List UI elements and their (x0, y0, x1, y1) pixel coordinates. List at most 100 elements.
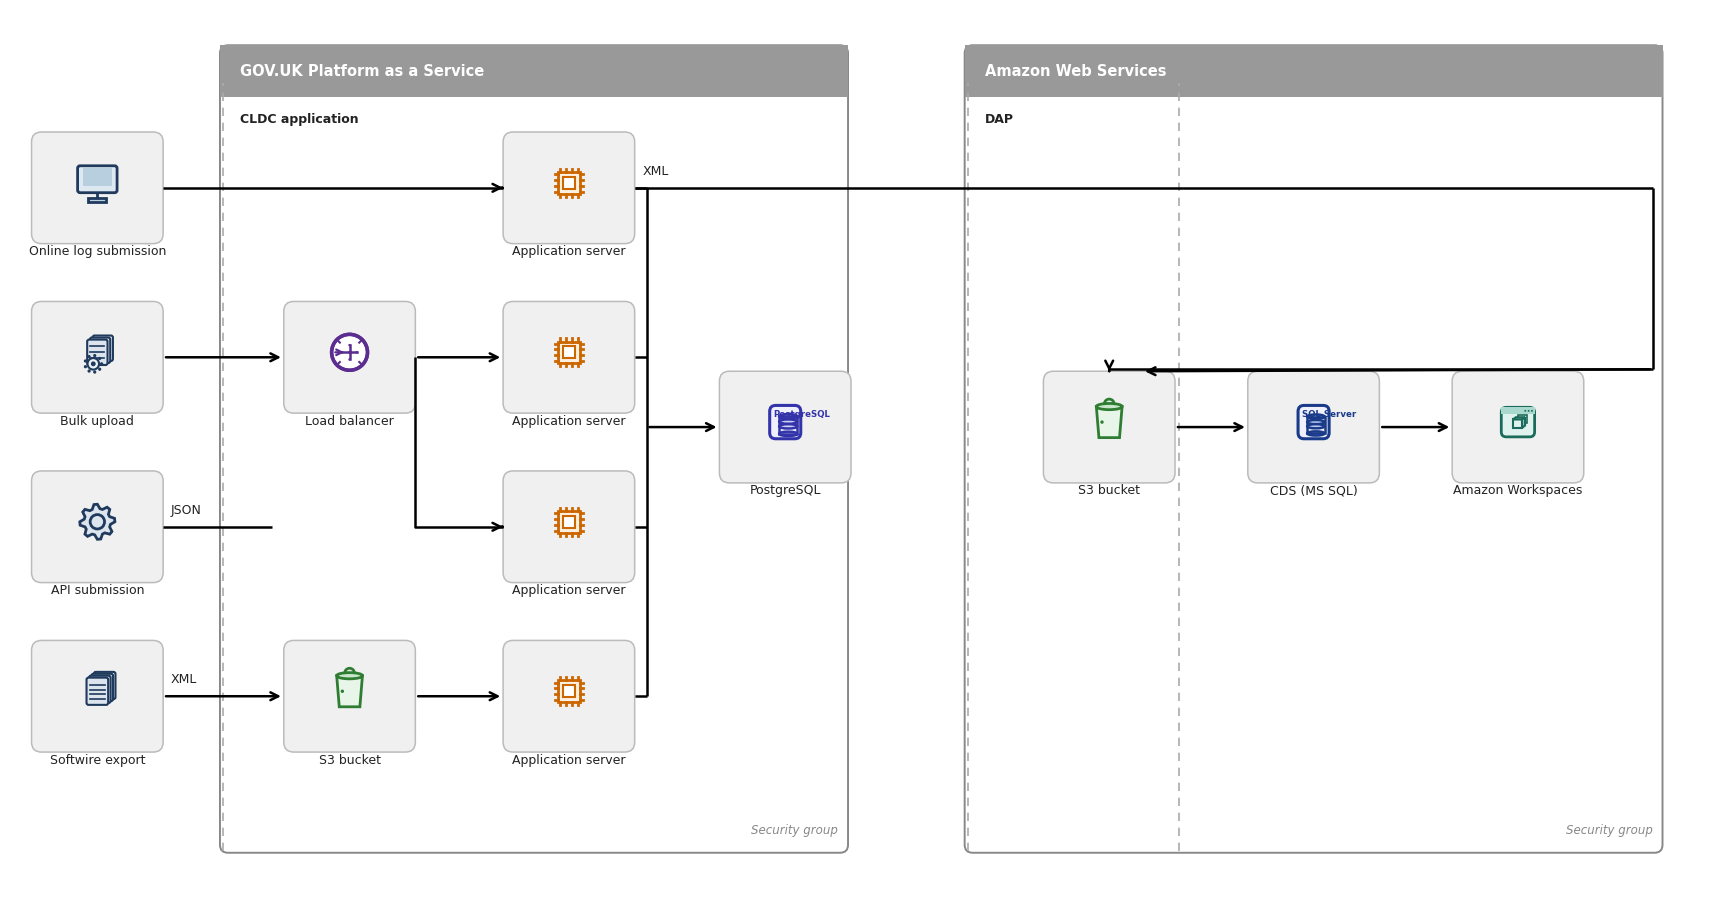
Circle shape (356, 351, 358, 354)
Bar (82, 169, 113, 186)
Text: API submission: API submission (51, 584, 144, 597)
Text: XML: XML (171, 673, 197, 686)
FancyBboxPatch shape (770, 405, 801, 438)
Circle shape (1524, 410, 1525, 412)
Text: Security group: Security group (1566, 824, 1652, 837)
Ellipse shape (779, 432, 798, 436)
Bar (1308, 417, 1325, 434)
Text: S3 bucket: S3 bucket (318, 753, 380, 767)
Circle shape (98, 368, 101, 371)
Text: Application server: Application server (512, 245, 625, 258)
FancyBboxPatch shape (503, 301, 635, 413)
Circle shape (98, 357, 101, 360)
Polygon shape (337, 676, 363, 707)
Circle shape (84, 365, 87, 368)
Bar (1517, 415, 1527, 423)
FancyBboxPatch shape (1043, 372, 1174, 483)
Circle shape (99, 363, 103, 365)
Circle shape (348, 351, 351, 354)
FancyBboxPatch shape (92, 336, 113, 361)
Bar (964, 45, 1662, 97)
FancyBboxPatch shape (1248, 372, 1380, 483)
Bar (563, 346, 575, 358)
FancyBboxPatch shape (31, 640, 163, 752)
FancyBboxPatch shape (87, 339, 108, 365)
Circle shape (341, 689, 344, 693)
Bar (558, 342, 580, 364)
Polygon shape (80, 504, 115, 539)
Text: Security group: Security group (752, 824, 839, 837)
Text: Bulk upload: Bulk upload (60, 415, 134, 428)
Bar (1501, 408, 1534, 414)
Text: GOV.UK Platform as a Service: GOV.UK Platform as a Service (240, 64, 484, 78)
Text: CLDC application: CLDC application (240, 113, 358, 125)
FancyBboxPatch shape (94, 672, 115, 699)
Polygon shape (1513, 418, 1525, 419)
Circle shape (92, 371, 96, 373)
Bar (964, 71, 1662, 97)
Text: Application server: Application server (512, 753, 625, 767)
Text: Application server: Application server (512, 584, 625, 597)
Ellipse shape (779, 414, 798, 419)
Circle shape (348, 344, 351, 346)
Ellipse shape (779, 424, 798, 428)
Text: PostgreSQL: PostgreSQL (750, 484, 822, 497)
Circle shape (87, 355, 91, 358)
Ellipse shape (1096, 403, 1121, 410)
Circle shape (1527, 410, 1529, 412)
Ellipse shape (337, 673, 363, 679)
Circle shape (332, 335, 368, 370)
FancyBboxPatch shape (503, 132, 635, 244)
FancyBboxPatch shape (284, 640, 416, 752)
Circle shape (84, 359, 87, 363)
FancyBboxPatch shape (964, 45, 1662, 852)
FancyBboxPatch shape (89, 676, 111, 703)
Circle shape (1101, 420, 1104, 424)
Bar (1513, 419, 1522, 428)
Circle shape (87, 370, 91, 373)
Bar (563, 177, 575, 189)
FancyBboxPatch shape (503, 640, 635, 752)
Circle shape (1531, 410, 1532, 412)
Circle shape (348, 358, 351, 361)
FancyBboxPatch shape (719, 372, 851, 483)
Text: SQL Server: SQL Server (1303, 410, 1356, 419)
Text: S3 bucket: S3 bucket (1079, 484, 1140, 497)
Bar (563, 516, 575, 528)
Text: Application server: Application server (512, 415, 625, 428)
Bar (219, 45, 847, 97)
Text: Amazon Web Services: Amazon Web Services (984, 64, 1166, 78)
FancyBboxPatch shape (503, 471, 635, 583)
Ellipse shape (1308, 431, 1325, 436)
Circle shape (341, 351, 344, 354)
Ellipse shape (1308, 420, 1325, 424)
Ellipse shape (1308, 424, 1325, 428)
Bar (558, 511, 580, 532)
Circle shape (91, 515, 104, 529)
FancyBboxPatch shape (1452, 372, 1584, 483)
FancyBboxPatch shape (219, 45, 847, 852)
FancyBboxPatch shape (284, 301, 416, 413)
Bar (219, 71, 847, 97)
Text: JSON: JSON (171, 504, 202, 517)
FancyBboxPatch shape (77, 166, 116, 193)
Polygon shape (1096, 407, 1121, 437)
FancyBboxPatch shape (1501, 408, 1534, 437)
Bar (563, 686, 575, 697)
FancyBboxPatch shape (1298, 405, 1329, 438)
FancyBboxPatch shape (31, 132, 163, 244)
Text: Online log submission: Online log submission (29, 245, 166, 258)
Text: XML: XML (642, 165, 669, 178)
Bar (779, 417, 798, 434)
Bar (558, 172, 580, 194)
Ellipse shape (1308, 415, 1325, 419)
Text: DAP: DAP (984, 113, 1014, 125)
Ellipse shape (779, 419, 798, 424)
Text: PostgreSQL: PostgreSQL (774, 410, 830, 419)
FancyBboxPatch shape (31, 301, 163, 413)
Text: Load balancer: Load balancer (305, 415, 394, 428)
Bar (89, 198, 106, 202)
Polygon shape (1522, 418, 1525, 428)
Text: Softwire export: Softwire export (50, 753, 146, 767)
Circle shape (92, 354, 96, 357)
